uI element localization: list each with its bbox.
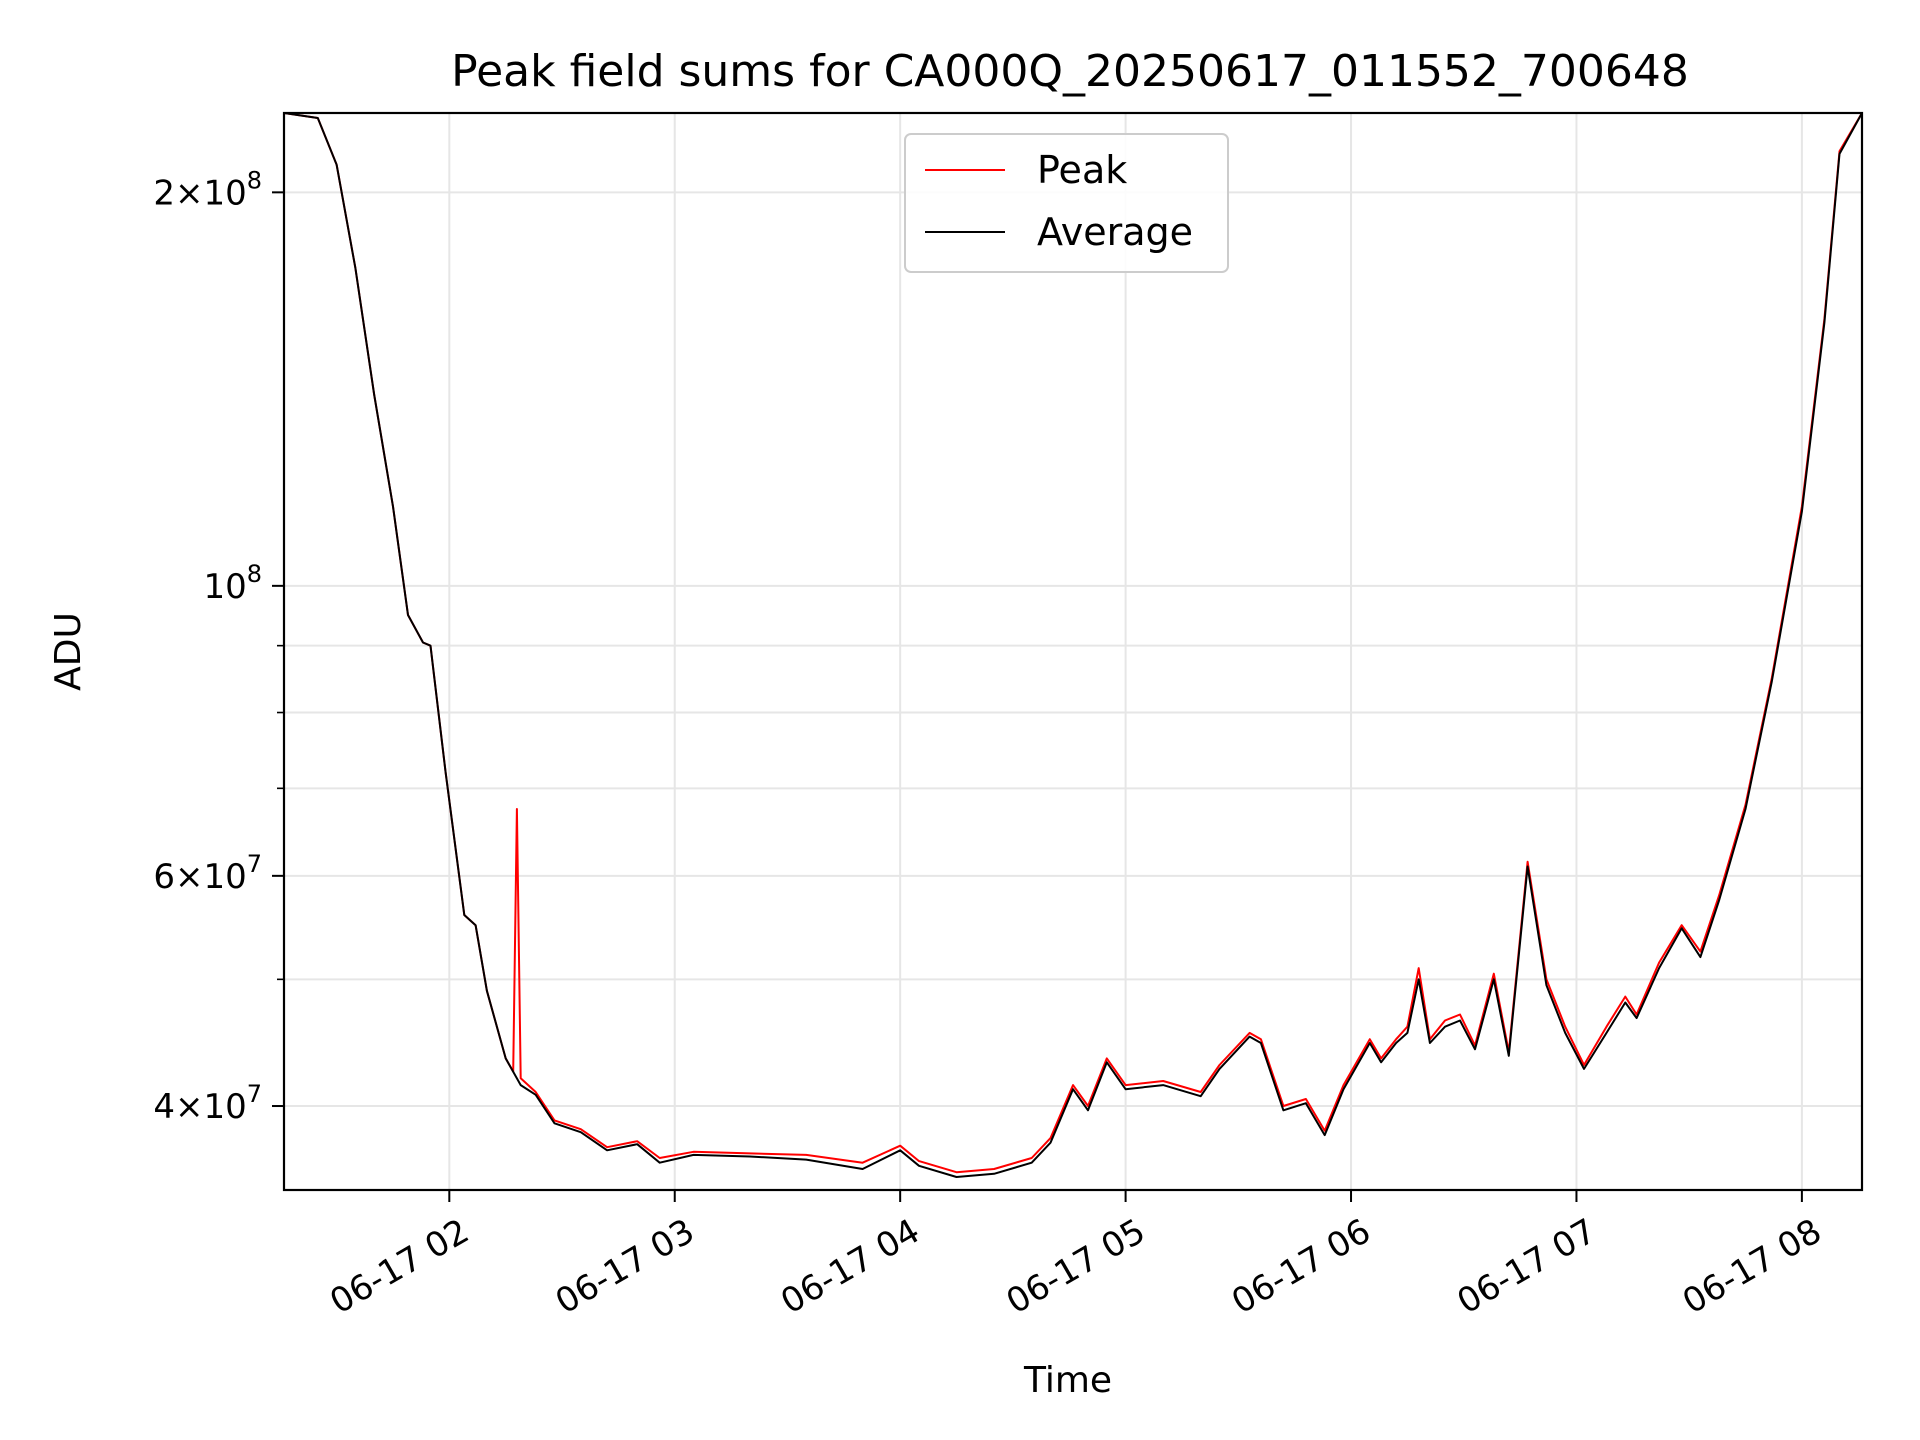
plot-background — [284, 113, 1862, 1190]
legend: Peak Average — [904, 133, 1229, 273]
series-layer — [284, 113, 1862, 1178]
plot-frame — [282, 111, 1864, 1192]
legend-box — [904, 133, 1229, 273]
legend-label-peak: Peak — [1037, 148, 1127, 192]
y-axis-label: ADU — [48, 612, 89, 691]
y-axis-ticks: 4×107 6×107 108 2×108 — [153, 166, 284, 1127]
y-tick-label: 108 — [203, 560, 262, 607]
y-tick-label: 4×107 — [153, 1080, 262, 1127]
legend-label-average: Average — [1037, 210, 1193, 254]
y-tick-label: 6×107 — [153, 850, 262, 897]
chart-title: Peak field sums for CA000Q_20250617_0115… — [451, 46, 1689, 97]
y-tick-label: 2×108 — [153, 166, 262, 213]
series-line-average — [284, 113, 1862, 1178]
x-axis-label: Time — [1023, 1360, 1112, 1401]
plot-area — [284, 113, 1862, 1190]
